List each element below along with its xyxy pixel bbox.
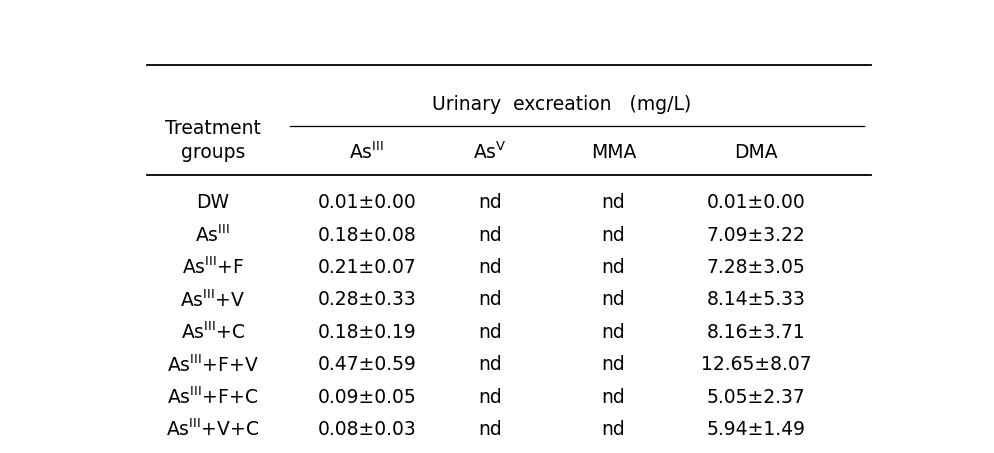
Text: nd: nd [478,323,502,342]
Text: MMA: MMA [590,143,636,162]
Text: nd: nd [478,290,502,309]
Text: 0.08±0.03: 0.08±0.03 [317,420,416,439]
Text: 0.21±0.07: 0.21±0.07 [317,258,416,277]
Text: 7.09±3.22: 7.09±3.22 [707,226,805,245]
Text: nd: nd [601,226,625,245]
Text: nd: nd [601,388,625,407]
Text: nd: nd [478,388,502,407]
Text: 7.28±3.05: 7.28±3.05 [707,258,805,277]
Text: 0.18±0.08: 0.18±0.08 [317,226,416,245]
Text: $\mathrm{As^{III}}$: $\mathrm{As^{III}}$ [350,141,385,163]
Text: 0.47±0.59: 0.47±0.59 [317,355,416,374]
Text: $\mathrm{As^{III}}$+F+V: $\mathrm{As^{III}}$+F+V [167,354,258,376]
Text: $\mathrm{As^{III}}$+C: $\mathrm{As^{III}}$+C [181,322,246,343]
Text: nd: nd [478,355,502,374]
Text: Urinary  excreation   (mg/L): Urinary excreation (mg/L) [431,96,691,115]
Text: 8.16±3.71: 8.16±3.71 [707,323,805,342]
Text: nd: nd [478,420,502,439]
Text: groups: groups [181,143,246,162]
Text: $\mathrm{As^{III}}$+F+C: $\mathrm{As^{III}}$+F+C [167,386,258,408]
Text: nd: nd [601,193,625,212]
Text: 5.94±1.49: 5.94±1.49 [707,420,805,439]
Text: $\mathrm{As^{V}}$: $\mathrm{As^{V}}$ [473,141,507,163]
Text: 0.01±0.00: 0.01±0.00 [707,193,805,212]
Text: 0.28±0.33: 0.28±0.33 [317,290,416,309]
Text: DW: DW [197,193,230,212]
Text: 0.01±0.00: 0.01±0.00 [317,193,416,212]
Text: 12.65±8.07: 12.65±8.07 [701,355,811,374]
Text: 5.05±2.37: 5.05±2.37 [707,388,805,407]
Text: nd: nd [601,420,625,439]
Text: $\mathrm{As^{III}}$+V: $\mathrm{As^{III}}$+V [180,289,246,311]
Text: nd: nd [478,193,502,212]
Text: 0.18±0.19: 0.18±0.19 [317,323,416,342]
Text: nd: nd [601,323,625,342]
Text: nd: nd [601,258,625,277]
Text: 0.09±0.05: 0.09±0.05 [317,388,416,407]
Text: nd: nd [601,355,625,374]
Text: $\mathrm{As^{III}}$+V+C: $\mathrm{As^{III}}$+V+C [166,419,259,440]
Text: 8.14±5.33: 8.14±5.33 [707,290,805,309]
Text: nd: nd [601,290,625,309]
Text: $\mathrm{As^{III}}$: $\mathrm{As^{III}}$ [196,224,231,246]
Text: nd: nd [478,258,502,277]
Text: DMA: DMA [735,143,777,162]
Text: $\mathrm{As^{III}}$+F: $\mathrm{As^{III}}$+F [182,257,245,278]
Text: Treatment: Treatment [165,119,260,138]
Text: nd: nd [478,226,502,245]
